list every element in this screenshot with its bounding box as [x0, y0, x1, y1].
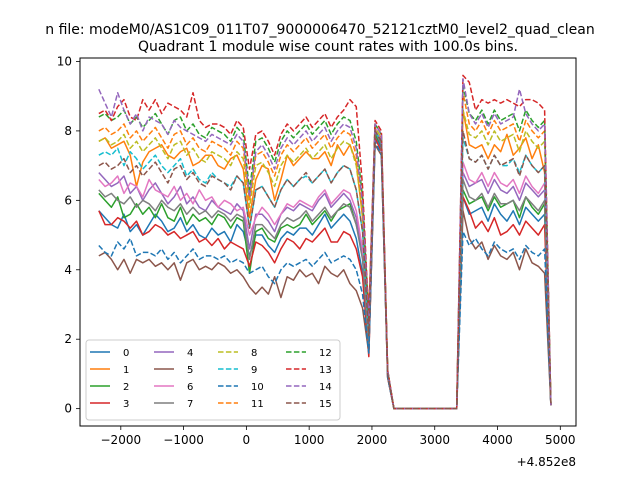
y-axis: 0 2 4 6 8 10 [57, 54, 80, 416]
y-tick-label: 10 [57, 54, 72, 68]
legend-label-15: 15 [319, 399, 332, 410]
series-line-1 [98, 109, 552, 410]
x-tick-label: 2000 [357, 433, 388, 447]
legend-label-0: 0 [123, 348, 129, 359]
y-tick-label: 4 [64, 263, 72, 277]
legend-label-2: 2 [123, 382, 129, 393]
series-line-7 [98, 130, 552, 410]
x-axis-offset-label: +4.852e8 [517, 455, 576, 469]
legend-label-10: 10 [251, 382, 264, 393]
legend-label-3: 3 [123, 399, 129, 410]
legend-label-14: 14 [319, 382, 332, 393]
series-line-5 [98, 144, 552, 410]
legend-box [85, 339, 341, 421]
legend-label-5: 5 [187, 365, 193, 376]
series-line-12 [98, 85, 552, 410]
y-tick-label: 8 [64, 124, 72, 138]
x-tick-label: 0 [243, 433, 251, 447]
x-tick-label: 5000 [545, 433, 576, 447]
legend-label-11: 11 [251, 399, 264, 410]
x-tick-label: −2000 [101, 433, 142, 447]
y-tick-label: 6 [64, 193, 72, 207]
series-line-8 [98, 109, 552, 410]
y-tick-label: 2 [64, 332, 72, 346]
legend-label-7: 7 [187, 399, 193, 410]
x-tick-label: 4000 [482, 433, 513, 447]
legend-label-8: 8 [251, 348, 257, 359]
legend-label-12: 12 [319, 348, 332, 359]
series-line-4 [98, 126, 552, 410]
legend-label-1: 1 [123, 365, 129, 376]
legend-label-13: 13 [319, 365, 332, 376]
series-line-0 [98, 133, 552, 410]
x-tick-label: 3000 [419, 433, 450, 447]
chart-title: Quadrant 1 module wise count rates with … [138, 39, 518, 55]
x-axis: −2000 −1000 0 1000 2000 3000 4000 5000 [101, 426, 576, 447]
series-line-2 [98, 133, 552, 410]
x-tick-label: 1000 [294, 433, 325, 447]
series-line-15 [98, 130, 552, 410]
x-tick-label: −1000 [163, 433, 204, 447]
legend-label-9: 9 [251, 365, 257, 376]
figure-suptitle: n file: modeM0/AS1C09_011T07_9000006470_… [45, 22, 594, 38]
legend-label-6: 6 [187, 382, 193, 393]
series-line-13 [98, 74, 552, 410]
series-line-3 [98, 137, 552, 410]
y-tick-label: 0 [64, 402, 72, 416]
series-line-14 [98, 78, 552, 410]
series-line-6 [98, 126, 552, 410]
legend-label-4: 4 [187, 348, 193, 359]
series-layer [98, 74, 552, 410]
plot-frame [79, 57, 577, 427]
series-line-10 [98, 140, 552, 410]
